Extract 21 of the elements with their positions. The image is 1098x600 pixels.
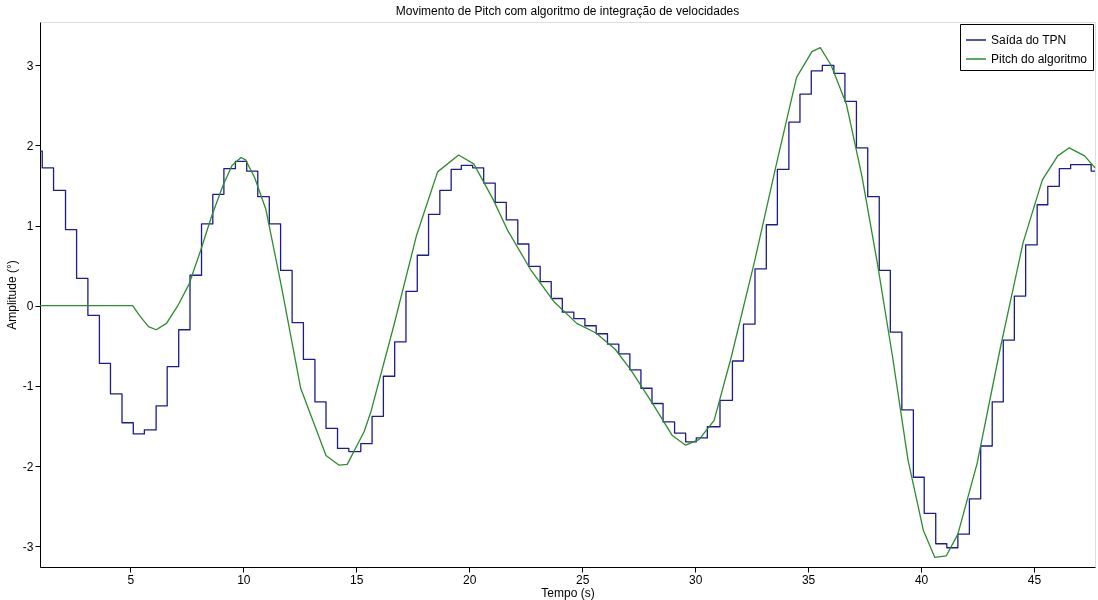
x-tick-label: 40: [914, 572, 929, 587]
x-tick-label: 45: [1027, 572, 1042, 587]
x-axis-title: Tempo (s): [541, 585, 595, 600]
y-axis-title: Amplitude (°): [4, 260, 19, 330]
x-tick-label: 20: [463, 572, 477, 587]
x-tick-label: 5: [127, 572, 135, 587]
x-tick-label: 30: [688, 572, 703, 587]
y-tick-label: 1: [26, 219, 34, 234]
x-tick-label: 15: [350, 572, 364, 587]
legend-label: Pitch do algoritmo: [991, 52, 1088, 66]
y-tick-label: -1: [22, 379, 34, 394]
y-tick-label: -3: [22, 539, 34, 554]
y-tick-label: 3: [26, 58, 34, 73]
x-tick-label: 10: [237, 572, 251, 587]
x-tick-label: 25: [576, 572, 590, 587]
y-tick-label: -2: [22, 459, 34, 474]
x-tick-label: 35: [801, 572, 816, 587]
legend-label: Saída do TPN: [991, 33, 1067, 47]
y-tick-label: 0: [26, 299, 34, 314]
chart-title: Movimento de Pitch com algoritmo de integração de velocidades: [395, 4, 740, 18]
y-tick-label: 2: [26, 138, 34, 153]
